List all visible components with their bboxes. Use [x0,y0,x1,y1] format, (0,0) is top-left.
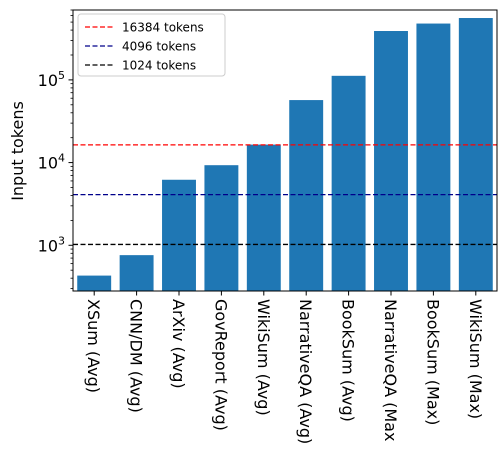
bar [246,144,281,291]
threshold-lines-group [73,144,497,246]
x-tick-label: WikiSum (Avg) [254,299,273,416]
x-tick-label: NarrativeQA (Max [381,299,400,441]
legend-label: 16384 tokens [122,21,204,35]
bar [162,179,196,291]
axes-group: 103 104 105 XSum (Avg) CNN/DM (Avg) ArXiv (Av… [38,9,498,444]
bar [374,31,408,292]
y-tick-label: 105 [38,69,65,90]
bars-group [77,18,493,292]
x-tick-label: CNN/DM (Avg) [127,299,146,413]
x-tick-label: BookSum (Max) [423,299,442,425]
legend-box [77,13,226,77]
plot-frame [72,9,498,292]
legend-label: 4096 tokens [122,40,196,54]
x-tick-label: NarrativeQA (Avg) [296,299,315,444]
x-tick-label: XSum (Avg) [84,299,103,393]
y-tick-label: 103 [38,234,65,255]
bar [416,23,451,291]
y-tick-label: 104 [38,152,65,173]
x-tick-label: BookSum (Avg) [339,299,358,422]
x-tick-label: WikiSum (Max) [466,299,485,419]
bar [204,165,239,291]
bar [289,100,324,291]
bar [331,75,366,291]
y-axis-label: Input tokens [8,101,27,201]
legend: 16384 tokens 4096 tokens 1024 tokens [77,13,226,77]
x-tick-label: GovReport (Avg) [211,299,230,431]
bar [119,255,154,291]
x-tick-label: ArXiv (Avg) [169,299,188,389]
bar [77,275,112,291]
bar [458,18,493,291]
legend-label: 1024 tokens [122,59,196,73]
